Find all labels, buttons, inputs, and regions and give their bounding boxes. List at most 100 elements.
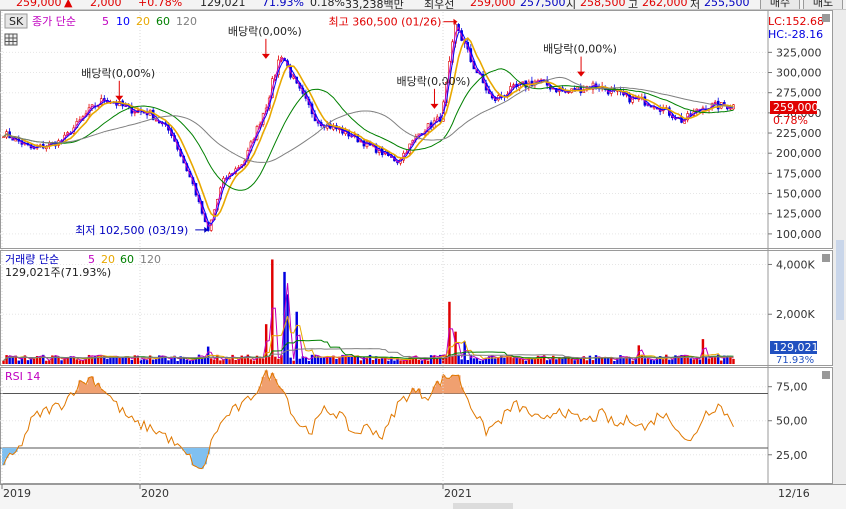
volume-bar (393, 360, 396, 364)
volume-bar (188, 360, 192, 364)
volume-bar (634, 357, 637, 364)
price-tick-label: 325,000 (776, 46, 822, 59)
dividend-arrow-head (115, 95, 124, 101)
volume-bar (432, 355, 436, 364)
volume-bar (646, 358, 650, 364)
volume-bar (564, 356, 567, 364)
volume-bar (139, 359, 143, 364)
volume-bar (115, 356, 118, 364)
volume-bar (536, 355, 540, 364)
volume-bar (542, 355, 546, 364)
volume-bar (23, 355, 27, 364)
current-volume-tag (770, 341, 817, 354)
volume-bar (469, 354, 473, 364)
volume-bar (121, 356, 124, 364)
rsi-tick-label: 25,00 (776, 449, 808, 462)
dividend-annotation: 배당락(0,00%) (228, 25, 302, 38)
volume-bar (610, 357, 613, 364)
rsi-overbought-fill (90, 376, 95, 394)
volume-bar (155, 358, 158, 364)
panel-collapse-icon[interactable] (822, 14, 830, 22)
rsi-overbought-fill (78, 380, 82, 394)
sk-badge[interactable] (4, 13, 28, 29)
rsi-panel-frame (0, 367, 833, 484)
volume-bar (274, 356, 277, 364)
volume-bar (686, 355, 689, 364)
volume-bar (32, 358, 36, 364)
volume-bar (240, 355, 243, 364)
high-price: 262,000 (642, 0, 688, 9)
grid-toggle-icon[interactable] (4, 33, 18, 46)
volume-bar (161, 356, 164, 364)
price-tick-label: 275,000 (776, 87, 822, 100)
volume-bar (729, 357, 732, 364)
x-tick-label: 2019 (3, 487, 31, 500)
volume-bar (490, 355, 494, 364)
volume-bar (631, 360, 634, 364)
dividend-annotation: 배당락(0,00%) (396, 75, 470, 88)
rsi-overbought-fill (441, 374, 446, 394)
volume-info: 129,021주(71.93%) (5, 266, 111, 279)
volume-bar (216, 354, 219, 364)
volume-bar (338, 356, 341, 364)
volume-bar (371, 359, 375, 364)
volume-bar (539, 357, 543, 364)
volume-bar (167, 360, 170, 364)
volume-bar (84, 358, 88, 364)
volume-bar (252, 360, 256, 364)
volume-bar (90, 356, 94, 364)
volume-bar (573, 360, 576, 364)
ma-title: 종가 단순 (32, 15, 76, 28)
dividend-arrow-head (577, 71, 586, 77)
volume-bar (402, 360, 405, 364)
volume-bar (359, 360, 363, 364)
volume-bar (142, 358, 146, 364)
volume-title: 거래량 단순 (5, 253, 59, 266)
horizontal-scroll-controls[interactable] (453, 503, 513, 509)
volume-value: 129,021 (200, 0, 246, 9)
volume-bar (164, 356, 167, 364)
ma10-label: 10 (116, 15, 130, 28)
rsi-collapse-icon[interactable] (822, 371, 830, 379)
volume-bar (396, 358, 399, 364)
price-panel-frame (0, 10, 833, 249)
high-annotation: 최고 360,500 (01/26) (328, 16, 441, 29)
volume-bar (194, 358, 198, 364)
volume-bar (494, 358, 497, 364)
volume-bar (374, 356, 378, 364)
rsi-overbought-fill (447, 378, 452, 394)
volume-bar (384, 358, 387, 364)
volume-bar (130, 359, 134, 364)
volume-bar (249, 359, 253, 364)
volume-bar (680, 354, 683, 364)
ma120-label: 120 (176, 15, 197, 28)
volume-bar (185, 359, 189, 364)
rsi-overbought-fill (460, 387, 464, 394)
rsi-oversold-fill (206, 447, 211, 455)
volume-bar (591, 360, 595, 364)
rsi-overbought-fill (102, 391, 107, 394)
x-last-date: 12/16 (778, 487, 810, 500)
volume-bar (231, 354, 234, 364)
rsi-title: RSI 14 (5, 370, 40, 383)
volume-collapse-icon[interactable] (822, 254, 830, 262)
volume-bar (112, 356, 115, 364)
rsi-overbought-fill (432, 386, 437, 394)
volume-bar (527, 357, 531, 364)
rsi-oversold-fill (11, 447, 15, 455)
volume-bar (439, 354, 442, 364)
volume-bar (720, 360, 723, 364)
volume-bar (261, 358, 265, 364)
open-label: 시 (566, 0, 577, 10)
sell-button[interactable]: 매도 (803, 0, 843, 9)
volume-bar (347, 356, 350, 364)
rsi-tick-label: 75,00 (776, 381, 808, 394)
volume-bar (335, 358, 338, 364)
volume-bar (304, 357, 308, 364)
volume-bar (723, 355, 726, 364)
scrollbar-thumb[interactable] (836, 240, 844, 320)
volume-bar (133, 355, 137, 364)
volume-bar (170, 356, 173, 364)
buy-button[interactable]: 매수 (760, 0, 800, 9)
